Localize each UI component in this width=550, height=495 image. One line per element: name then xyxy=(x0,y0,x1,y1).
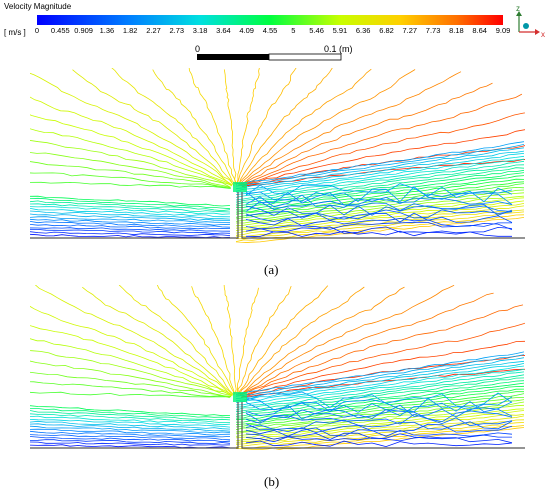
axis-z-label: z xyxy=(516,4,520,13)
colorbar-tick-label: 2.27 xyxy=(146,26,161,35)
colorbar-tick-label: 6.36 xyxy=(355,26,371,35)
axis-triad xyxy=(516,11,540,35)
colorbar-tick-label: 0.909 xyxy=(74,26,93,35)
colorbar-tick-label: 5.91 xyxy=(332,26,348,35)
colorbar-tick-label: 0 xyxy=(34,26,40,35)
colorbar-tick-label: 8.64 xyxy=(472,26,487,35)
colorbar-tick-label: 0.455 xyxy=(50,26,70,35)
colorbar-tick-label: 2.73 xyxy=(169,26,185,35)
panel-b-caption: (b) xyxy=(264,474,280,489)
scale-end-label: 0.1 (m) xyxy=(324,44,353,54)
scale-bar xyxy=(197,53,342,61)
colorbar-tick-label: 8.18 xyxy=(449,26,464,35)
axis-x-label: x xyxy=(541,30,545,39)
colorbar-tick-label: 3.18 xyxy=(192,26,208,35)
colorbar-tick-label: 3.64 xyxy=(216,26,231,35)
colorbar-unit: [ m/s ] xyxy=(4,28,26,37)
colorbar-tick-label: 1.36 xyxy=(99,26,115,35)
colorbar-tick-label: 1.82 xyxy=(122,26,138,35)
colorbar-tick-label: 7.73 xyxy=(425,26,441,35)
contour-panel-b xyxy=(30,285,525,450)
colorbar-tick-label: 9.09 xyxy=(495,26,511,35)
colorbar xyxy=(37,15,503,25)
colorbar-tick-label: 5 xyxy=(291,26,296,35)
panel-a-caption: (a) xyxy=(264,262,279,277)
contour-panel-a xyxy=(30,68,525,243)
colorbar-tick-label: 4.09 xyxy=(239,26,254,35)
colorbar-title: Velocity Magnitude xyxy=(4,2,72,11)
scale-start-label: 0 xyxy=(195,44,201,54)
colorbar-tick-label: 4.55 xyxy=(262,26,278,35)
colorbar-tick-label: 6.82 xyxy=(379,26,394,35)
colorbar-tick-label: 5.46 xyxy=(309,26,324,35)
colorbar-tick-label: 7.27 xyxy=(402,26,418,35)
